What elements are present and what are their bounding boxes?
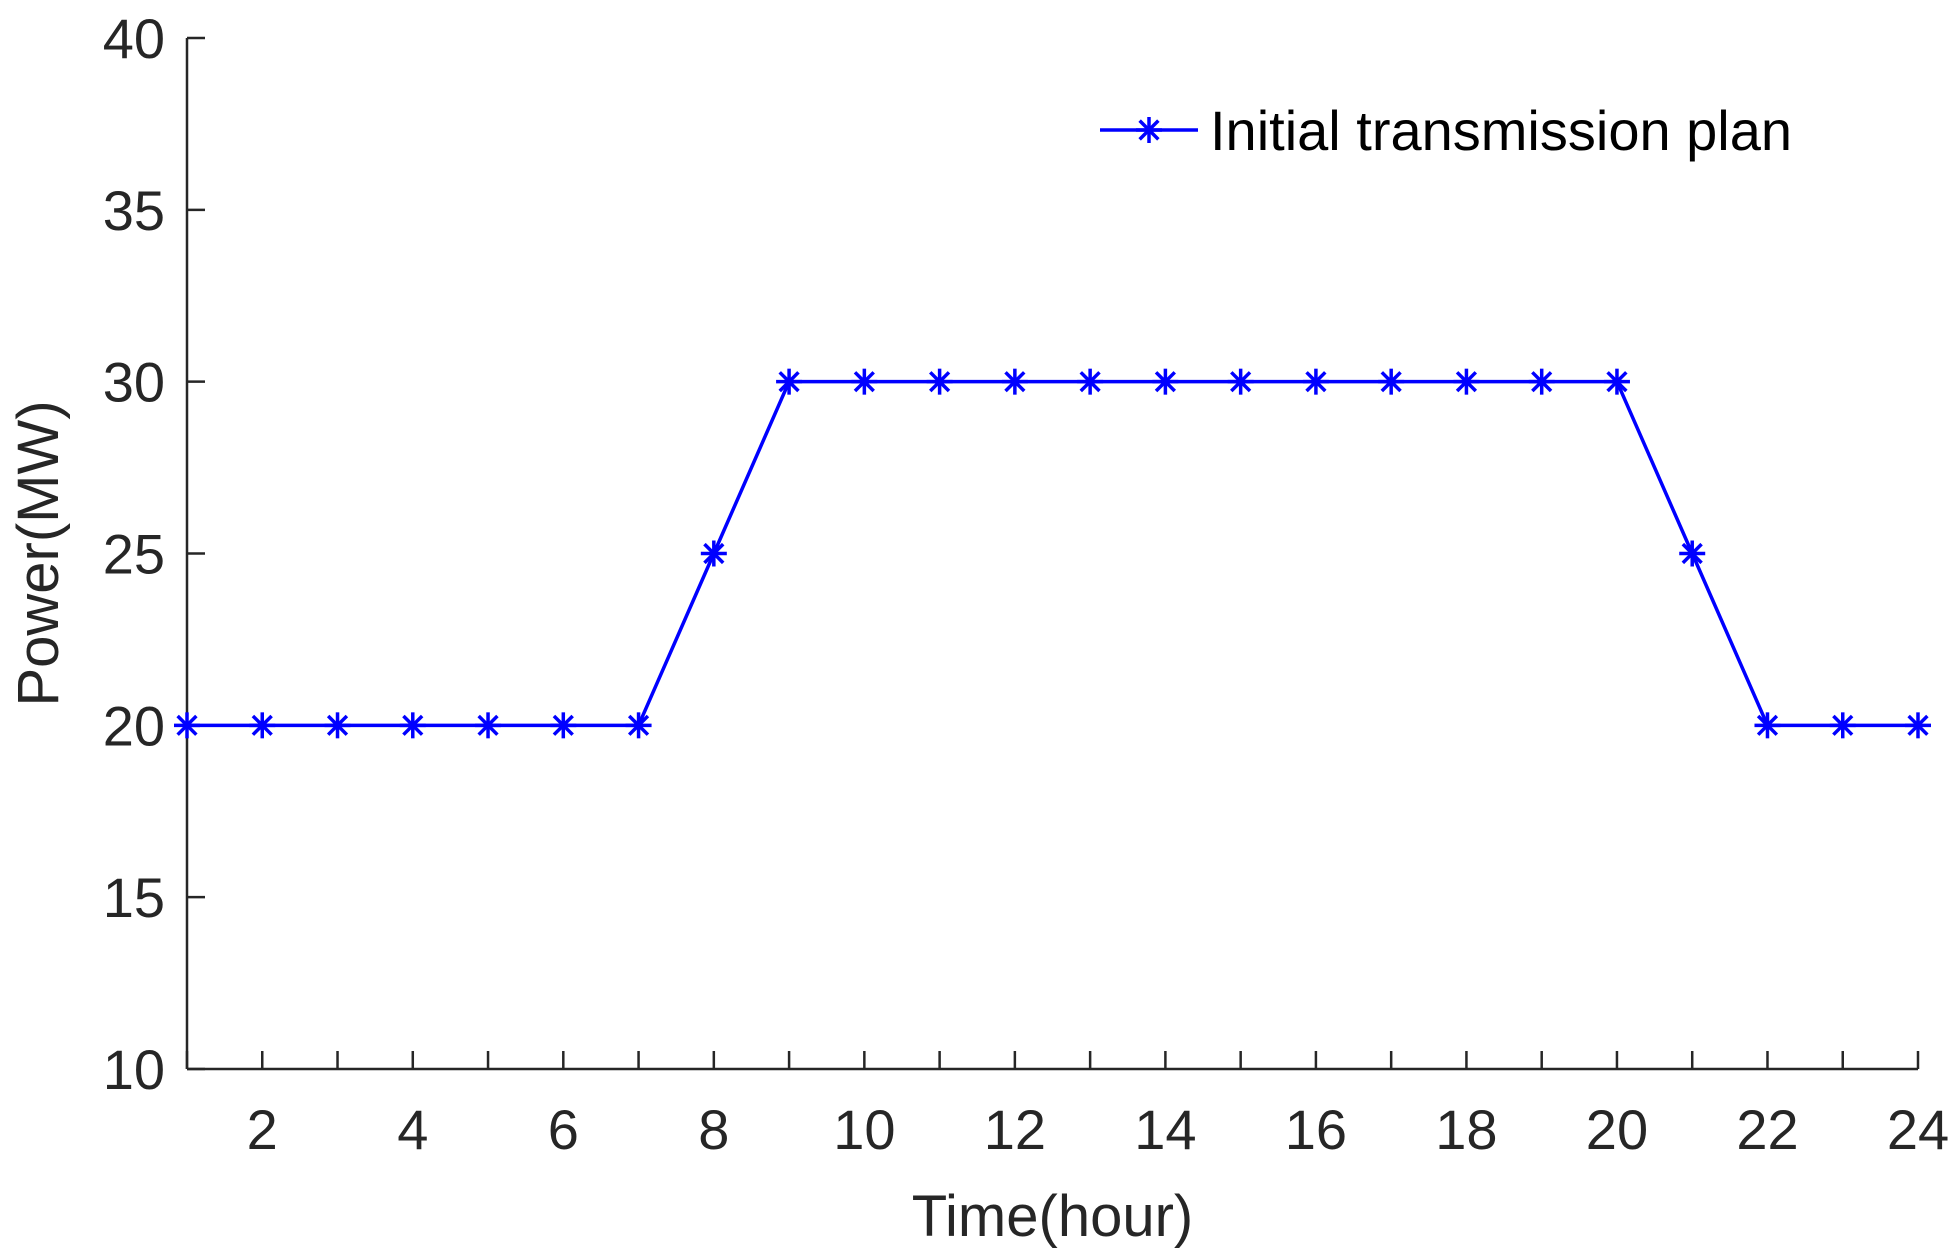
data-point-marker — [550, 712, 577, 739]
legend-label: Initial transmission plan — [1210, 99, 1792, 162]
data-point-marker — [926, 368, 953, 395]
legend: Initial transmission plan — [1100, 99, 1792, 162]
y-tick-label: 25 — [103, 523, 165, 586]
data-point-marker — [324, 712, 351, 739]
x-tick-label: 14 — [1134, 1098, 1196, 1161]
data-point-marker — [1227, 368, 1254, 395]
data-point-marker — [1679, 540, 1706, 567]
x-tick-label: 10 — [833, 1098, 895, 1161]
data-point-marker — [1603, 368, 1630, 395]
x-tick-label: 12 — [984, 1098, 1046, 1161]
data-point-marker — [1453, 368, 1480, 395]
x-tick-label: 18 — [1435, 1098, 1497, 1161]
x-ticks: 2 4 6 8 10 12 14 16 18 20 22 24 — [185, 1051, 1949, 1161]
y-tick-label: 15 — [103, 866, 165, 929]
y-tick-label: 30 — [103, 351, 165, 414]
y-tick-label: 20 — [103, 694, 165, 757]
y-axis-label: Power(MW) — [6, 400, 71, 706]
series-line — [187, 379, 1918, 728]
data-point-marker — [625, 712, 652, 739]
x-axis-label: Time(hour) — [912, 1184, 1193, 1249]
x-tick-label: 6 — [548, 1098, 579, 1161]
data-point-marker — [1528, 368, 1555, 395]
data-point-marker — [1001, 368, 1028, 395]
data-point-marker — [851, 368, 878, 395]
data-point-marker — [1302, 368, 1329, 395]
data-point-marker — [475, 712, 502, 739]
data-point-marker — [1754, 712, 1781, 739]
axes — [185, 38, 1918, 1071]
x-tick-label: 24 — [1887, 1098, 1949, 1161]
data-point-marker — [1077, 368, 1104, 395]
x-tick-label: 20 — [1586, 1098, 1648, 1161]
data-point-marker — [1378, 368, 1405, 395]
series-layer — [174, 368, 1931, 739]
y-tick-label: 40 — [103, 7, 165, 70]
data-point-marker — [1152, 368, 1179, 395]
data-point-marker — [249, 712, 276, 739]
x-tick-label: 22 — [1736, 1098, 1798, 1161]
data-point-marker — [1905, 712, 1931, 739]
y-ticks: 10 15 20 25 30 35 40 — [103, 7, 205, 1101]
data-point-marker — [399, 712, 426, 739]
data-point-marker — [700, 540, 727, 567]
x-tick-label: 8 — [698, 1098, 729, 1161]
legend-marker — [1136, 117, 1162, 143]
legend-marker-icon — [1136, 117, 1162, 143]
data-point-marker — [174, 712, 200, 739]
data-point-marker — [776, 368, 803, 395]
data-point-marker — [1829, 712, 1856, 739]
y-tick-label: 10 — [103, 1038, 165, 1101]
y-tick-label: 35 — [103, 179, 165, 242]
x-tick-label: 4 — [397, 1098, 428, 1161]
x-tick-label: 16 — [1285, 1098, 1347, 1161]
x-tick-label: 2 — [247, 1098, 278, 1161]
